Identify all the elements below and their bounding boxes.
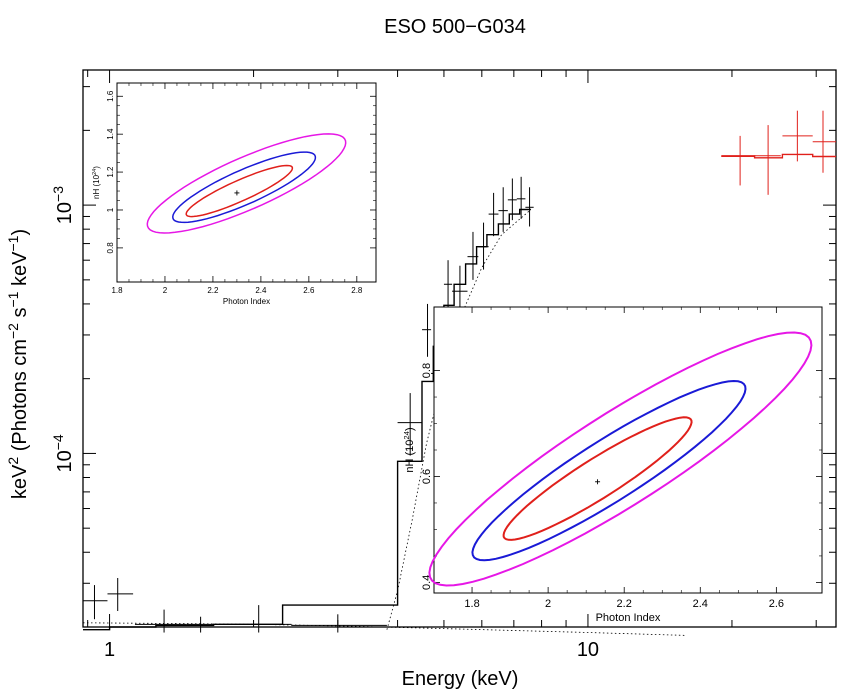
model-component-dotted — [386, 209, 532, 630]
inset-contour-plot-upper-left: 1.8 2 2.2 2.4 2.6 2.8 0.8 1 1.2 1.4 1.6 Photon Inde… — [92, 82, 377, 306]
inset-y-axis-label: nH (1024) — [402, 427, 417, 472]
chart-title: ESO 500−G034 — [384, 16, 526, 38]
inset-x-tick-label: 2.8 — [351, 286, 363, 295]
confidence-contour — [172, 151, 317, 224]
inset-contour-plot-lower-right: 1.8 2 2.2 2.4 2.6 0.4 0.6 0.8 Photon Index nH (10… — [402, 306, 823, 624]
data-point — [83, 585, 108, 620]
inset-y-tick-label: 0.4 — [421, 575, 433, 590]
data-point — [134, 609, 187, 633]
y-axis-label-exponent: −1 — [5, 291, 21, 307]
data-point — [397, 393, 423, 456]
y-axis-label-part: (Photons cm — [9, 339, 31, 457]
inset-x-tick-label: 2.2 — [617, 598, 632, 610]
data-point — [782, 110, 813, 162]
inset-x-tick-label: 2.2 — [207, 286, 219, 295]
inset-x-tick-label: 2.6 — [769, 598, 784, 610]
inset-y-tick-label: 0.6 — [421, 469, 433, 484]
inset-y-axis-label: nH (1024) — [92, 166, 101, 199]
y-tick-label: 10−4 — [50, 434, 76, 472]
inset-x-tick-label: 2 — [545, 598, 551, 610]
data-point — [107, 578, 134, 611]
confidence-contour — [502, 416, 693, 541]
y-tick-label-exponent: −4 — [50, 434, 66, 450]
data-point — [507, 178, 517, 221]
inset-y-tick-label: 0.8 — [421, 363, 433, 378]
y-axis-label: keV2 (Photons cm−2 s−1 keV−1) — [5, 229, 31, 499]
data-point — [812, 110, 836, 173]
inset-x-tick-label: 1.8 — [464, 598, 479, 610]
data-point — [478, 222, 489, 270]
data-point — [219, 605, 292, 633]
y-axis-label-exponent: 2 — [5, 457, 21, 465]
inset-x-tick-label: 2.6 — [303, 286, 315, 295]
data-point — [498, 187, 508, 232]
inset-y-tick-label: 1 — [106, 207, 115, 212]
data-point — [516, 176, 526, 219]
data-point — [186, 616, 214, 633]
inset-y-axis-label-part: ) — [92, 166, 101, 169]
inset-frame — [433, 306, 823, 594]
y-axis-label-part: ) — [9, 229, 31, 236]
confidence-contour — [146, 133, 347, 234]
model-component-dotted — [82, 622, 686, 636]
inset-x-tick-label: 1.8 — [111, 286, 123, 295]
data-point — [422, 303, 432, 357]
inset-y-axis-label-part: nH (10 — [404, 440, 416, 473]
inset-x-axis-label: Photon Index — [223, 297, 270, 306]
y-axis-label-part: keV — [9, 464, 31, 499]
y-axis-label-exponent: −2 — [5, 323, 21, 339]
y-tick-label-base: 10 — [54, 450, 76, 472]
data-point — [291, 614, 387, 633]
inset-y-tick-label: 1.2 — [106, 166, 115, 178]
main-plot-frame — [82, 69, 837, 628]
y-tick-label: 10−3 — [50, 186, 76, 224]
inset-x-axis-label: Photon Index — [596, 612, 661, 624]
y-axis-label-part: keV — [9, 251, 31, 292]
inset-x-tick-label: 2.4 — [255, 286, 267, 295]
inset-y-axis-label-part: nH (10 — [92, 174, 101, 199]
x-axis-label: Energy (keV) — [402, 668, 519, 690]
confidence-contour — [471, 379, 747, 562]
y-tick-label-exponent: −3 — [50, 186, 66, 202]
data-point — [467, 231, 479, 280]
data-point — [754, 125, 781, 195]
y-axis-label-exponent: −1 — [5, 235, 21, 251]
data-point — [721, 135, 755, 186]
inset-y-axis-label-part: ) — [404, 427, 416, 431]
y-tick-label-base: 10 — [54, 202, 76, 224]
data-point — [488, 192, 499, 237]
inset-y-tick-label: 1.6 — [106, 90, 115, 102]
data-point — [525, 187, 534, 227]
inset-y-tick-label: 0.8 — [106, 242, 115, 254]
inset-x-tick-label: 2 — [163, 286, 168, 295]
confidence-contour — [185, 164, 294, 218]
inset-y-axis-label-exponent: 24 — [402, 430, 411, 439]
inset-x-tick-label: 2.4 — [693, 598, 708, 610]
y-axis-label-part: s — [9, 308, 31, 324]
x-tick-label: 1 — [104, 639, 115, 661]
inset-y-tick-label: 1.4 — [106, 128, 115, 140]
confidence-contour — [428, 331, 813, 587]
data-point — [443, 260, 453, 310]
inset-y-axis-label-exponent: 24 — [92, 169, 98, 175]
x-tick-label: 10 — [577, 639, 599, 661]
inset-frame — [116, 82, 377, 283]
